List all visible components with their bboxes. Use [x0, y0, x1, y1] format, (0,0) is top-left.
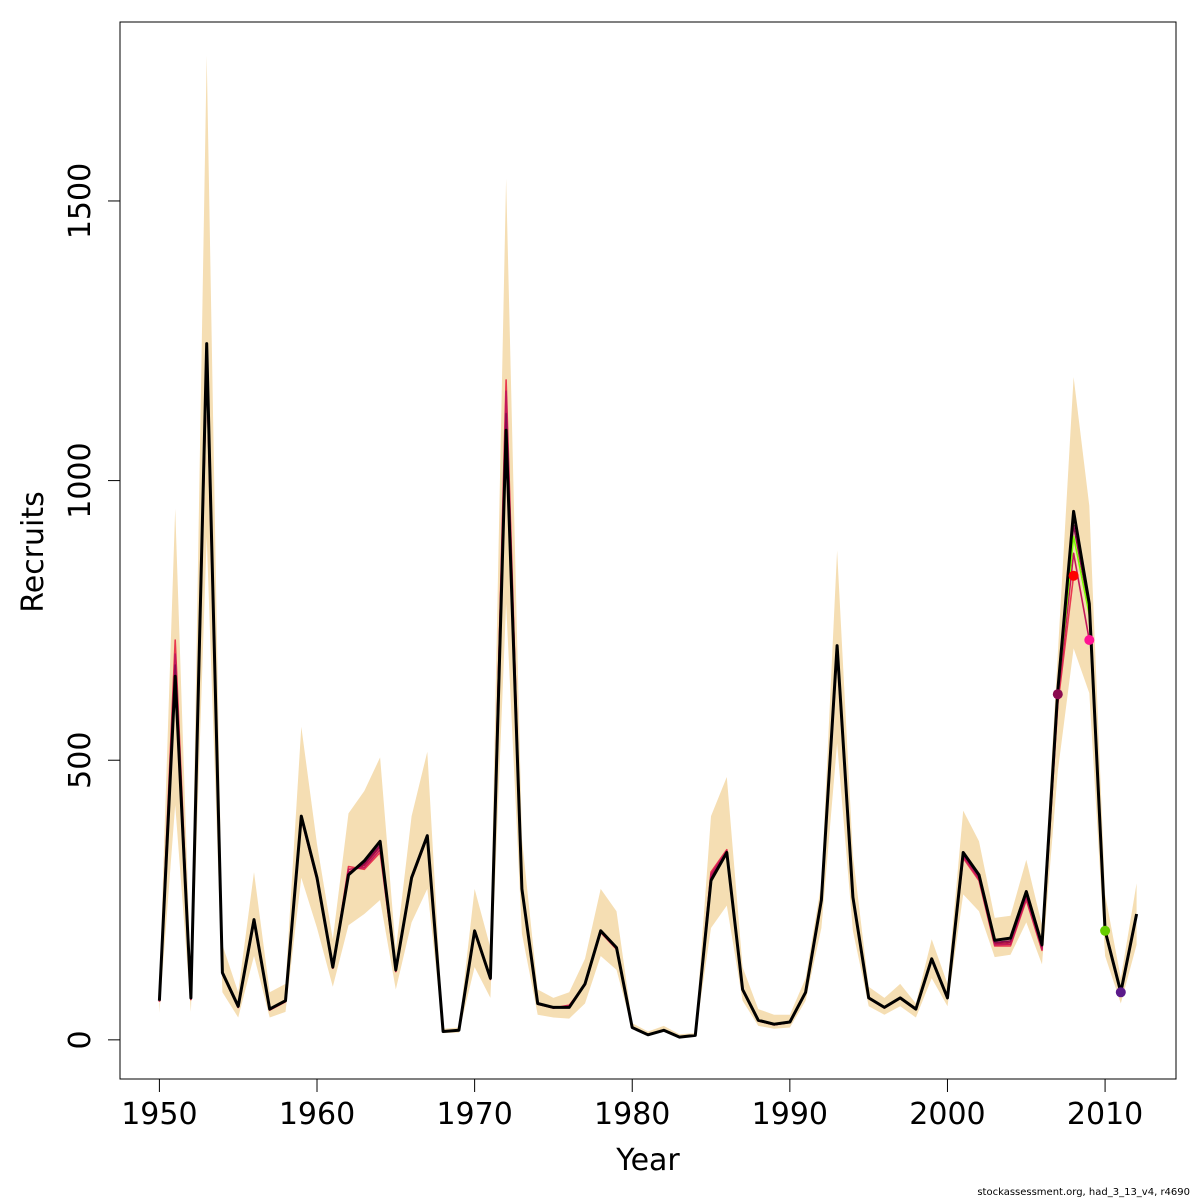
y-axis-title: Recruits: [16, 491, 51, 613]
endpoint-marker-2007: [1052, 689, 1063, 700]
y-axis: 0 500 1000 1500: [63, 163, 121, 1049]
series-line-5: [158, 351, 1122, 1038]
x-tick-label: 1990: [752, 1097, 828, 1132]
endpoint-marker-2009: [1084, 635, 1095, 645]
x-tick-label: 2010: [1067, 1097, 1143, 1132]
series-layer: [157, 342, 1139, 1039]
series-line-0: [157, 342, 1139, 1039]
footer-credit: stockassessment.org, had_3_13_v4, r4690: [977, 1187, 1190, 1198]
y-tick-label: 0: [63, 1030, 98, 1049]
x-tick-label: 1980: [594, 1097, 670, 1132]
x-axis-title: Year: [615, 1143, 680, 1178]
endpoint-marker-2011: [1115, 987, 1126, 998]
x-tick-label: 1970: [436, 1097, 512, 1132]
endpoint-marker-2008: [1068, 570, 1079, 581]
endpoint-marker-2010: [1100, 925, 1111, 936]
confidence-band: [159, 55, 1137, 1038]
series-line-3: [158, 362, 1091, 1038]
y-tick-label: 1500: [63, 163, 98, 239]
x-tick-label: 2000: [909, 1097, 985, 1132]
endpoint-markers-layer: [1052, 570, 1126, 998]
x-tick-label: 1960: [279, 1097, 355, 1132]
x-axis: 1950 1960 1970 1980 1990 2000 2010: [121, 1078, 1143, 1132]
y-tick-label: 1000: [63, 442, 98, 518]
confidence-band-layer: [159, 55, 1137, 1038]
x-tick-label: 1950: [121, 1097, 197, 1132]
y-tick-label: 500: [63, 732, 98, 789]
